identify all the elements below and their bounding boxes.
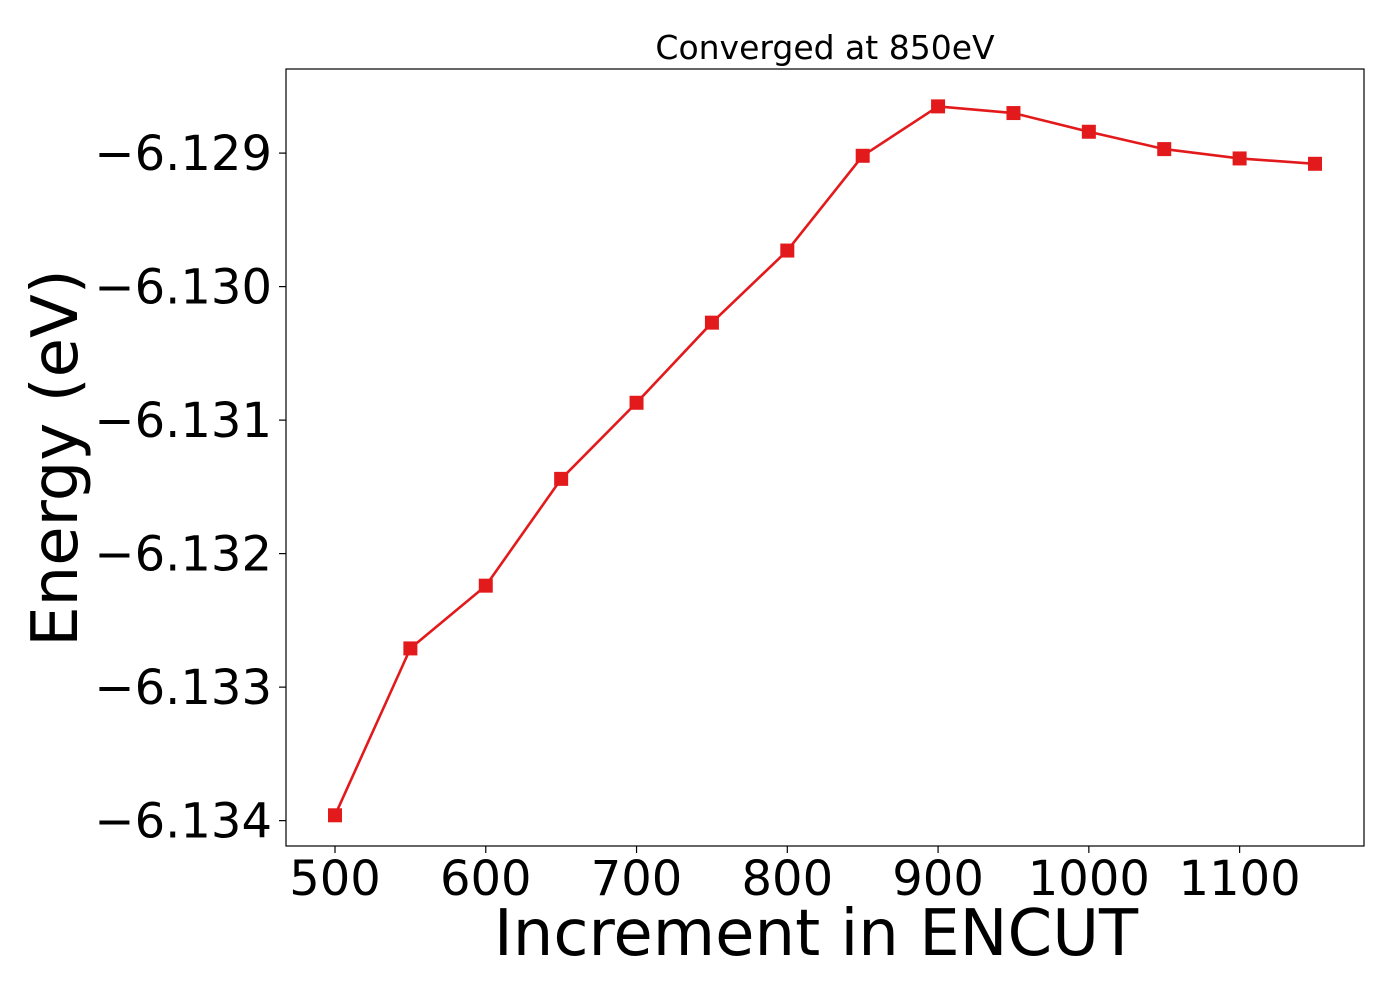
data-point-marker <box>328 808 342 823</box>
x-tick-label: 1000 <box>1028 851 1150 907</box>
x-tick-label: 600 <box>440 851 532 907</box>
data-point-marker <box>780 243 795 258</box>
y-tick-label: −6.131 <box>94 393 272 449</box>
plot-area <box>328 99 1322 823</box>
y-tick-label: −6.130 <box>94 260 272 316</box>
data-point-marker <box>554 471 569 486</box>
y-axis: −6.134 −6.133 −6.132 −6.131 −6.130 −6.129 <box>94 126 286 850</box>
x-tick-label: 700 <box>591 851 683 907</box>
data-point-marker <box>1232 151 1247 166</box>
data-point-marker <box>1308 156 1322 171</box>
y-tick-label: −6.134 <box>94 794 272 850</box>
data-point-marker <box>478 578 493 593</box>
x-axis-label: Increment in ENCUT <box>494 897 1139 971</box>
data-point-marker <box>1157 142 1172 157</box>
data-point-marker <box>403 641 418 656</box>
y-tick-label: −6.129 <box>94 126 272 182</box>
data-point-marker <box>855 148 870 163</box>
data-point-marker <box>931 99 946 114</box>
series-line <box>333 105 1316 816</box>
data-point-marker <box>1006 106 1021 121</box>
x-axis: 500 600 700 800 900 1000 1100 <box>289 846 1301 907</box>
y-tick-label: −6.133 <box>94 660 272 716</box>
y-tick-label: −6.132 <box>94 527 272 583</box>
data-point-marker <box>704 315 719 330</box>
x-tick-label: 500 <box>289 851 381 907</box>
y-axis-label: Energy (eV) <box>19 269 93 647</box>
x-tick-label: 800 <box>741 851 833 907</box>
chart-title: Converged at 850eV <box>655 28 995 67</box>
data-point-marker <box>629 395 644 410</box>
x-tick-label: 900 <box>892 851 984 907</box>
x-tick-label: 1100 <box>1179 851 1301 907</box>
plot-frame <box>285 68 1365 847</box>
data-point-marker <box>1081 124 1096 139</box>
